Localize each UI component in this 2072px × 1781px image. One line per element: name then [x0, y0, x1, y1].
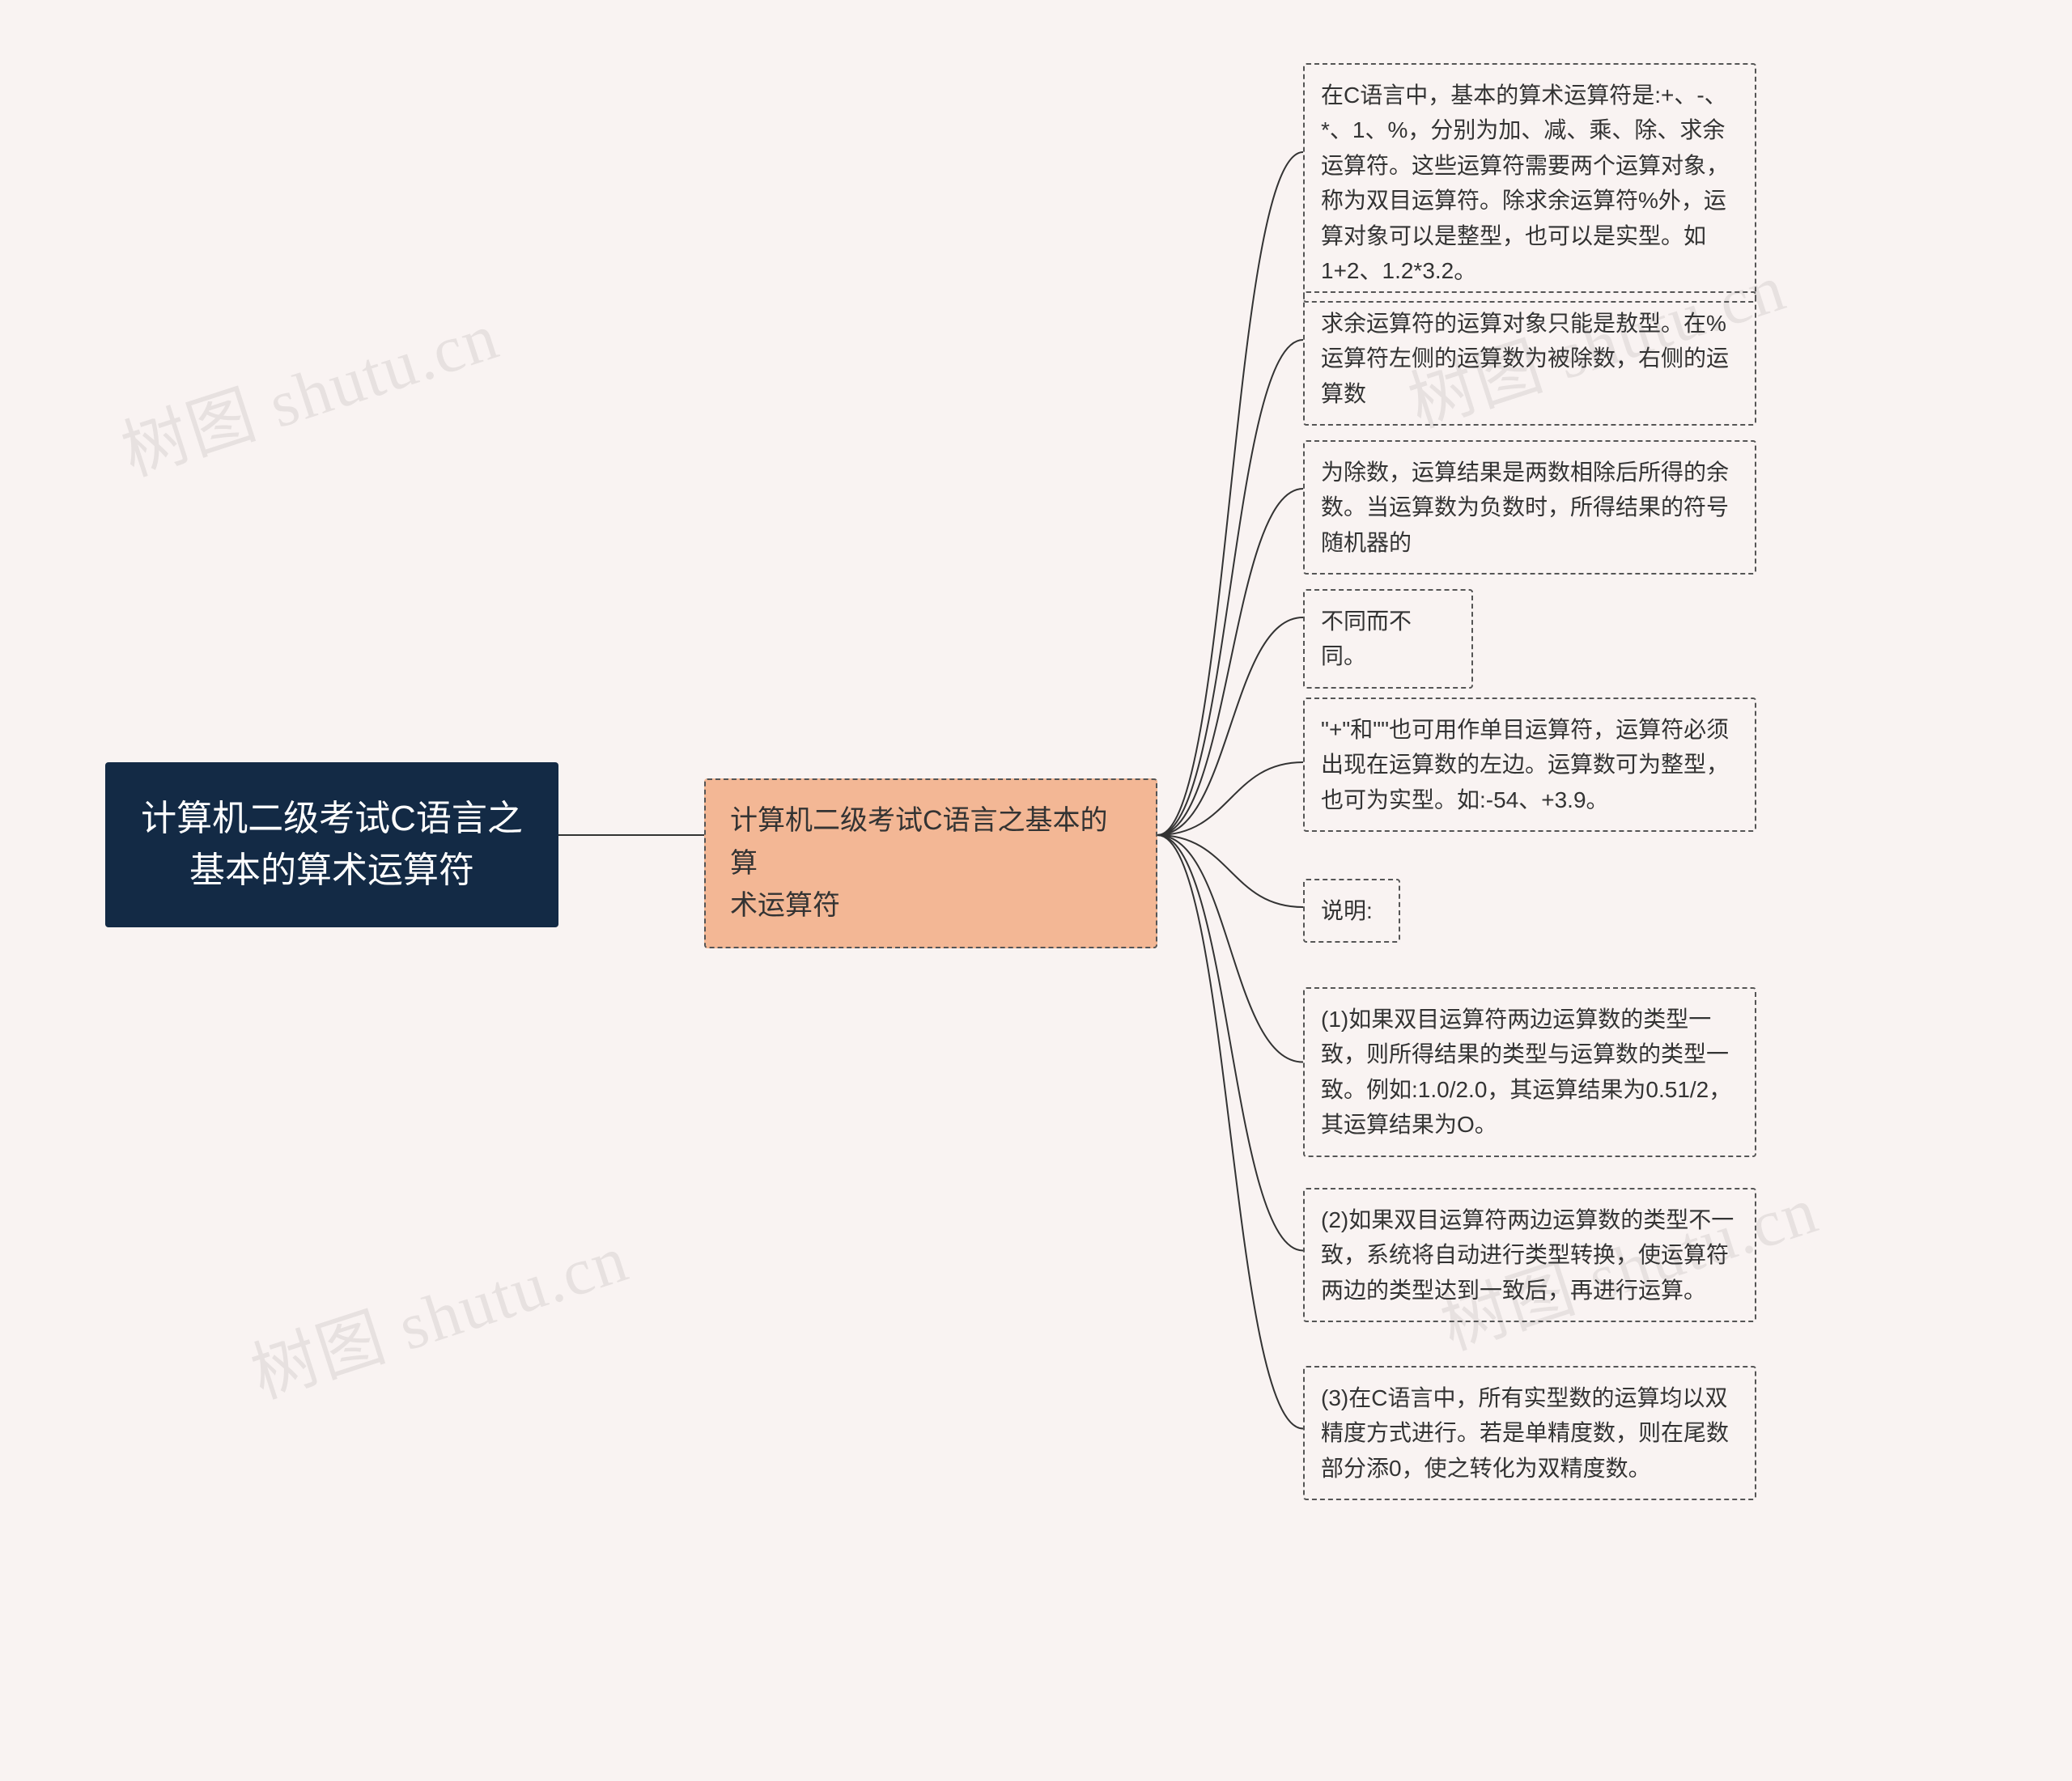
watermark: 树图 shutu.cn: [108, 282, 508, 494]
leaf-node-7: (2)如果双目运算符两边运算数的类型不一致，系统将自动进行类型转换，使运算符两边…: [1303, 1188, 1756, 1322]
leaf-node-2: 为除数，运算结果是两数相除后所得的余数。当运算数为负数时，所得结果的符号随机器的: [1303, 440, 1756, 575]
root-node: 计算机二级考试C语言之基本的算术运算符: [105, 762, 558, 927]
leaf-node-8: (3)在C语言中，所有实型数的运算均以双精度方式进行。若是单精度数，则在尾数部分…: [1303, 1366, 1756, 1500]
level2-node: 计算机二级考试C语言之基本的算术运算符: [704, 778, 1157, 948]
leaf-node-5: 说明:: [1303, 879, 1400, 943]
watermark: 树图 shutu.cn: [237, 1204, 638, 1416]
leaf-node-0: 在C语言中，基本的算术运算符是:+、-、*、1、%，分别为加、减、乘、除、求余运…: [1303, 63, 1756, 303]
mindmap-canvas: 计算机二级考试C语言之基本的算术运算符 计算机二级考试C语言之基本的算术运算符 …: [0, 0, 2072, 1781]
leaf-node-4: "+"和""也可用作单目运算符，运算符必须出现在运算数的左边。运算数可为整型，也…: [1303, 698, 1756, 832]
leaf-node-1: 求余运算符的运算对象只能是敖型。在%运算符左侧的运算数为被除数，右侧的运算数: [1303, 291, 1756, 426]
leaf-node-3: 不同而不同。: [1303, 589, 1473, 689]
leaf-node-6: (1)如果双目运算符两边运算数的类型一致，则所得结果的类型与运算数的类型一致。例…: [1303, 987, 1756, 1157]
